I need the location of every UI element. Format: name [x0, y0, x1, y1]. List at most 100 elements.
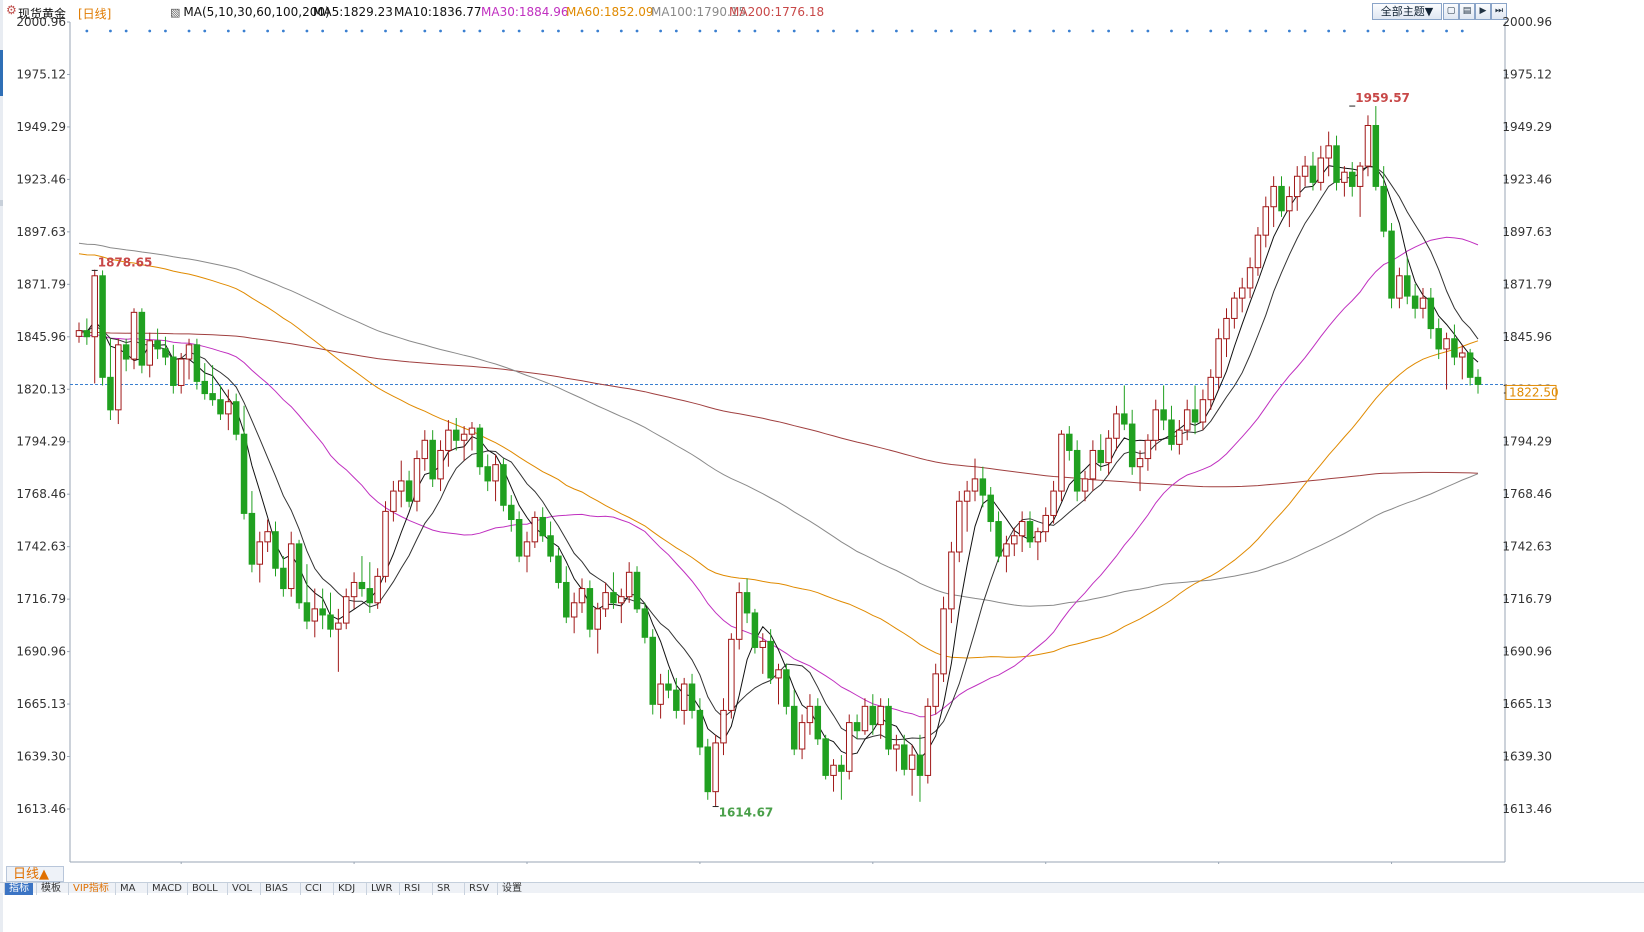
candle-body: [225, 401, 232, 415]
zoom-in-icon[interactable]: ▢: [1443, 3, 1459, 20]
indicator-tab[interactable]: LWR: [366, 883, 397, 895]
y-tick-label-right: 2000.96: [1502, 15, 1552, 29]
y-tick-label-right: 1845.96: [1502, 330, 1552, 344]
event-dot: [973, 29, 977, 33]
candle-body: [185, 344, 193, 360]
candle-body: [586, 588, 594, 630]
indicator-tab[interactable]: MA: [115, 883, 139, 895]
period-label[interactable]: [日线]: [78, 7, 112, 21]
event-dot: [187, 29, 191, 33]
candle-body: [1411, 295, 1419, 309]
candle-body: [1388, 230, 1395, 299]
event-dot: [1028, 29, 1032, 33]
indicator-tab[interactable]: VIP指标: [68, 883, 113, 895]
indicator-tab[interactable]: 指标: [4, 883, 33, 895]
candle-body: [1466, 352, 1474, 378]
candle-body: [1034, 531, 1042, 543]
event-dot: [266, 29, 270, 33]
event-dot: [1248, 29, 1252, 33]
indicator-tab[interactable]: RSV: [464, 883, 493, 895]
event-dot: [344, 29, 348, 33]
candle-body: [170, 356, 177, 386]
candle-body: [1113, 413, 1120, 439]
y-tick-label-left: 1949.29: [16, 120, 66, 134]
candle-body: [445, 429, 452, 451]
candle-body: [1364, 124, 1372, 167]
candle-body: [413, 458, 421, 502]
candle-body: [1396, 275, 1403, 299]
candle-body: [1341, 171, 1348, 183]
indicator-tab[interactable]: BOLL: [187, 883, 222, 895]
candle-body: [853, 722, 861, 732]
indicator-tab[interactable]: SR: [432, 883, 454, 895]
candle-body: [1348, 171, 1356, 187]
step-forward-icon[interactable]: ▶: [1475, 3, 1491, 20]
candle-body: [963, 490, 971, 502]
event-dot: [1107, 29, 1111, 33]
candle-body: [924, 705, 932, 776]
candle-body: [107, 376, 114, 411]
indicator-tab[interactable]: MACD: [147, 883, 186, 895]
candle-body: [437, 449, 444, 480]
candle-body: [1427, 297, 1435, 330]
candle-body: [971, 478, 979, 492]
candle-body: [319, 608, 326, 616]
candle-body: [272, 531, 279, 569]
theme-dropdown-button[interactable]: 全部主题▼: [1372, 3, 1442, 20]
price-chart[interactable]: 2000.96 2000.96 1975.12 1975.12 1949.29 1949.…: [0, 0, 1644, 864]
event-dot: [502, 29, 505, 33]
event-dot: [989, 29, 993, 33]
event-dot: [109, 29, 112, 33]
period-selector-tab[interactable]: 日线▲: [6, 866, 64, 882]
candle-body: [154, 340, 161, 350]
candle-body: [531, 516, 539, 543]
candle-body: [790, 705, 798, 750]
candle-body: [1207, 376, 1215, 401]
settings-gear-icon[interactable]: ⚙: [6, 3, 17, 17]
low-annotation: 1614.67: [719, 806, 774, 820]
candle-body: [295, 543, 303, 604]
candle-body: [1081, 478, 1089, 492]
event-dot: [753, 29, 757, 33]
y-tick-label-left: 1820.13: [16, 382, 66, 396]
ma-indicator-label[interactable]: MA(5,10,30,60,100,200): [170, 5, 329, 19]
event-dot: [281, 29, 285, 33]
candle-body: [162, 348, 169, 358]
indicator-tab[interactable]: RSI: [399, 883, 424, 895]
candle-body: [1278, 185, 1285, 212]
indicator-tab[interactable]: BIAS: [260, 883, 292, 895]
candle-body: [1293, 175, 1301, 198]
y-tick-label-right: 1975.12: [1502, 67, 1552, 81]
candle-body: [1301, 165, 1309, 177]
event-dot: [1421, 29, 1425, 33]
y-tick-label-right: 1716.79: [1502, 592, 1552, 606]
indicator-tab[interactable]: 模板: [36, 883, 65, 895]
y-tick-label-left: 1716.79: [16, 592, 66, 606]
event-dot: [557, 29, 560, 33]
indicator-tab[interactable]: CCI: [300, 883, 326, 895]
event-dot: [1170, 29, 1173, 33]
candle-body: [908, 754, 916, 770]
jump-end-icon[interactable]: ⏭: [1491, 3, 1507, 20]
event-dot: [1287, 29, 1291, 33]
candle-body: [327, 614, 334, 630]
y-tick-label-left: 1871.79: [16, 277, 66, 291]
candle-body: [280, 567, 287, 590]
candle-body: [759, 640, 767, 648]
event-dot: [934, 29, 938, 33]
candle-body: [1050, 490, 1057, 516]
y-tick-label-left: 1613.46: [16, 802, 66, 816]
candle-body: [350, 581, 358, 598]
indicator-tab[interactable]: 设置: [497, 883, 526, 895]
indicator-tab[interactable]: KDJ: [333, 883, 359, 895]
chart-header: ⚙ 现货黄金 [日线] MA(5,10,30,60,100,200) MA5:1…: [0, 0, 1644, 22]
candle-body: [201, 380, 209, 395]
candle-body: [987, 494, 994, 523]
zoom-out-icon[interactable]: ▤: [1459, 3, 1475, 20]
candle-body: [358, 581, 366, 590]
y-tick-label-left: 1742.63: [16, 540, 66, 554]
candle-body: [335, 622, 342, 630]
indicator-tab[interactable]: VOL: [227, 883, 256, 895]
event-dot: [462, 29, 466, 33]
y-tick-label-left: 1845.96: [16, 330, 66, 344]
